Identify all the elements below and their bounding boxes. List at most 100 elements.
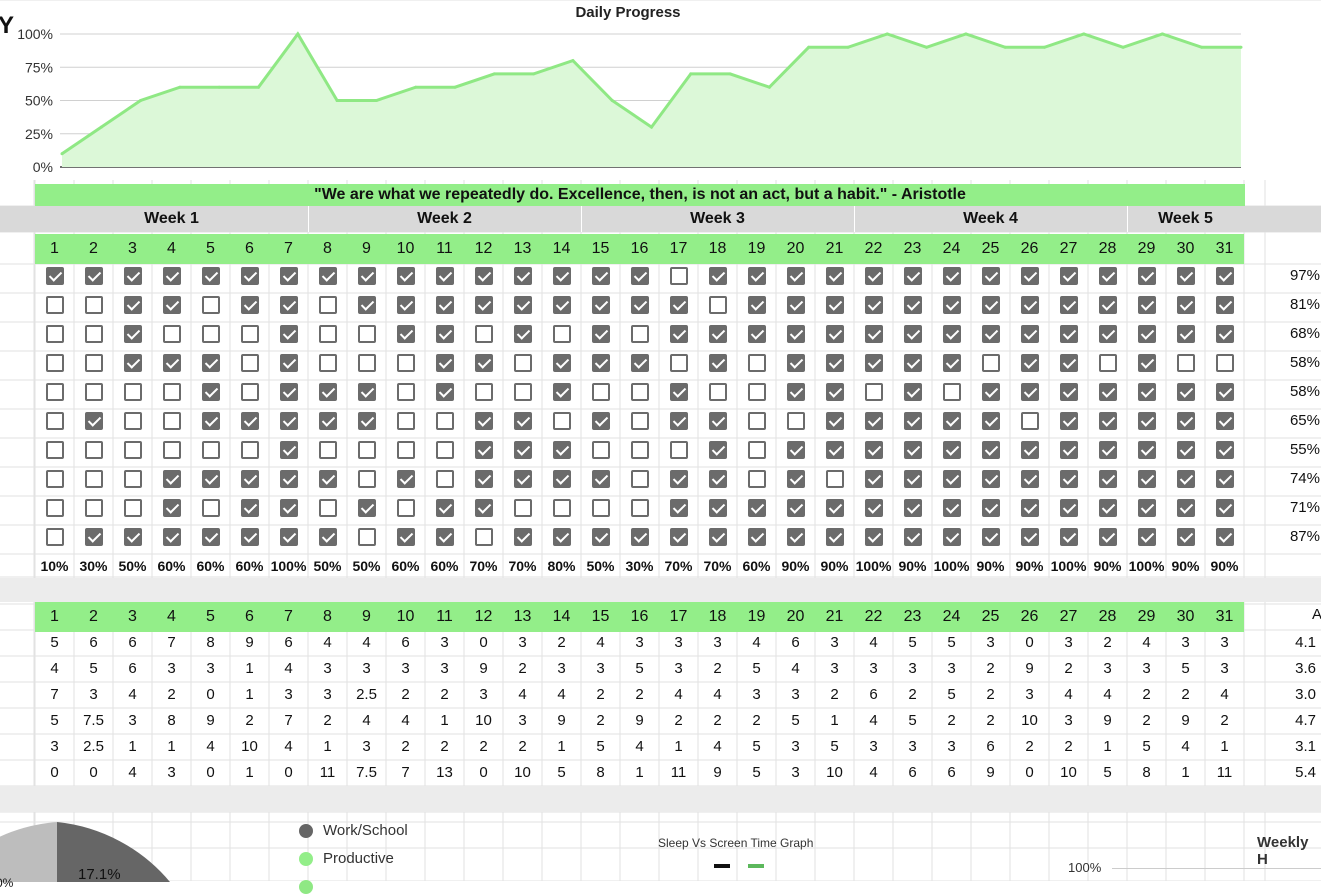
habit-checkbox[interactable]	[591, 267, 610, 285]
habit-checkbox[interactable]	[396, 470, 415, 488]
habit-checkbox[interactable]	[240, 267, 259, 285]
habit-checkbox[interactable]	[357, 354, 376, 372]
habit-checkbox[interactable]	[942, 441, 961, 459]
habit-checkbox[interactable]	[825, 267, 844, 285]
habit-checkbox[interactable]	[708, 499, 727, 517]
habit-checkbox[interactable]	[708, 325, 727, 343]
habit-checkbox[interactable]	[396, 354, 415, 372]
habit-checkbox[interactable]	[513, 499, 532, 517]
habit-checkbox[interactable]	[1137, 383, 1156, 401]
habit-checkbox[interactable]	[435, 354, 454, 372]
habit-checkbox[interactable]	[552, 470, 571, 488]
habit-checkbox[interactable]	[552, 383, 571, 401]
habit-checkbox[interactable]	[903, 441, 922, 459]
habit-checkbox[interactable]	[1059, 412, 1078, 430]
habit-checkbox[interactable]	[201, 528, 220, 546]
habit-checkbox[interactable]	[45, 267, 64, 285]
habit-checkbox[interactable]	[45, 528, 64, 546]
habit-checkbox[interactable]	[825, 470, 844, 488]
habit-checkbox[interactable]	[162, 296, 181, 314]
habit-checkbox[interactable]	[1098, 354, 1117, 372]
habit-checkbox[interactable]	[747, 441, 766, 459]
habit-checkbox[interactable]	[786, 499, 805, 517]
habit-checkbox[interactable]	[279, 296, 298, 314]
habit-checkbox[interactable]	[1137, 499, 1156, 517]
habit-checkbox[interactable]	[240, 354, 259, 372]
habit-checkbox[interactable]	[1098, 528, 1117, 546]
habit-checkbox[interactable]	[552, 354, 571, 372]
habit-checkbox[interactable]	[825, 383, 844, 401]
habit-checkbox[interactable]	[123, 325, 142, 343]
habit-checkbox[interactable]	[318, 325, 337, 343]
habit-checkbox[interactable]	[318, 412, 337, 430]
habit-checkbox[interactable]	[474, 296, 493, 314]
habit-checkbox[interactable]	[552, 267, 571, 285]
habit-checkbox[interactable]	[864, 354, 883, 372]
habit-checkbox[interactable]	[240, 325, 259, 343]
habit-checkbox[interactable]	[591, 412, 610, 430]
habit-checkbox[interactable]	[1215, 412, 1234, 430]
habit-checkbox[interactable]	[435, 296, 454, 314]
habit-checkbox[interactable]	[786, 325, 805, 343]
habit-checkbox[interactable]	[474, 528, 493, 546]
habit-checkbox[interactable]	[1176, 441, 1195, 459]
habit-checkbox[interactable]	[123, 499, 142, 517]
habit-checkbox[interactable]	[1098, 267, 1117, 285]
habit-checkbox[interactable]	[435, 470, 454, 488]
habit-checkbox[interactable]	[396, 267, 415, 285]
habit-checkbox[interactable]	[318, 383, 337, 401]
habit-checkbox[interactable]	[669, 441, 688, 459]
habit-checkbox[interactable]	[396, 325, 415, 343]
habit-checkbox[interactable]	[903, 354, 922, 372]
habit-checkbox[interactable]	[630, 325, 649, 343]
habit-checkbox[interactable]	[942, 267, 961, 285]
habit-checkbox[interactable]	[435, 412, 454, 430]
habit-checkbox[interactable]	[630, 499, 649, 517]
habit-checkbox[interactable]	[1020, 296, 1039, 314]
habit-checkbox[interactable]	[1020, 267, 1039, 285]
habit-checkbox[interactable]	[630, 383, 649, 401]
habit-checkbox[interactable]	[1215, 325, 1234, 343]
habit-checkbox[interactable]	[396, 528, 415, 546]
habit-checkbox[interactable]	[1098, 383, 1117, 401]
habit-checkbox[interactable]	[747, 383, 766, 401]
habit-checkbox[interactable]	[1176, 499, 1195, 517]
habit-checkbox[interactable]	[669, 412, 688, 430]
habit-checkbox[interactable]	[1059, 441, 1078, 459]
habit-checkbox[interactable]	[1176, 267, 1195, 285]
habit-checkbox[interactable]	[864, 383, 883, 401]
habit-checkbox[interactable]	[45, 325, 64, 343]
habit-checkbox[interactable]	[864, 296, 883, 314]
habit-checkbox[interactable]	[981, 470, 1000, 488]
habit-checkbox[interactable]	[1020, 412, 1039, 430]
habit-checkbox[interactable]	[552, 528, 571, 546]
habit-checkbox[interactable]	[513, 267, 532, 285]
habit-checkbox[interactable]	[84, 354, 103, 372]
habit-checkbox[interactable]	[1215, 528, 1234, 546]
habit-checkbox[interactable]	[513, 296, 532, 314]
habit-checkbox[interactable]	[513, 383, 532, 401]
habit-checkbox[interactable]	[1137, 470, 1156, 488]
habit-checkbox[interactable]	[591, 325, 610, 343]
habit-checkbox[interactable]	[552, 325, 571, 343]
habit-checkbox[interactable]	[864, 499, 883, 517]
habit-checkbox[interactable]	[1215, 441, 1234, 459]
habit-checkbox[interactable]	[630, 470, 649, 488]
habit-checkbox[interactable]	[84, 296, 103, 314]
habit-checkbox[interactable]	[708, 354, 727, 372]
habit-checkbox[interactable]	[84, 383, 103, 401]
habit-checkbox[interactable]	[318, 441, 337, 459]
habit-checkbox[interactable]	[474, 470, 493, 488]
habit-checkbox[interactable]	[357, 296, 376, 314]
habit-checkbox[interactable]	[786, 383, 805, 401]
habit-checkbox[interactable]	[786, 267, 805, 285]
habit-checkbox[interactable]	[84, 499, 103, 517]
habit-checkbox[interactable]	[591, 528, 610, 546]
habit-checkbox[interactable]	[786, 412, 805, 430]
habit-checkbox[interactable]	[357, 499, 376, 517]
habit-checkbox[interactable]	[474, 267, 493, 285]
habit-checkbox[interactable]	[435, 528, 454, 546]
habit-checkbox[interactable]	[162, 412, 181, 430]
habit-checkbox[interactable]	[864, 325, 883, 343]
habit-checkbox[interactable]	[279, 412, 298, 430]
